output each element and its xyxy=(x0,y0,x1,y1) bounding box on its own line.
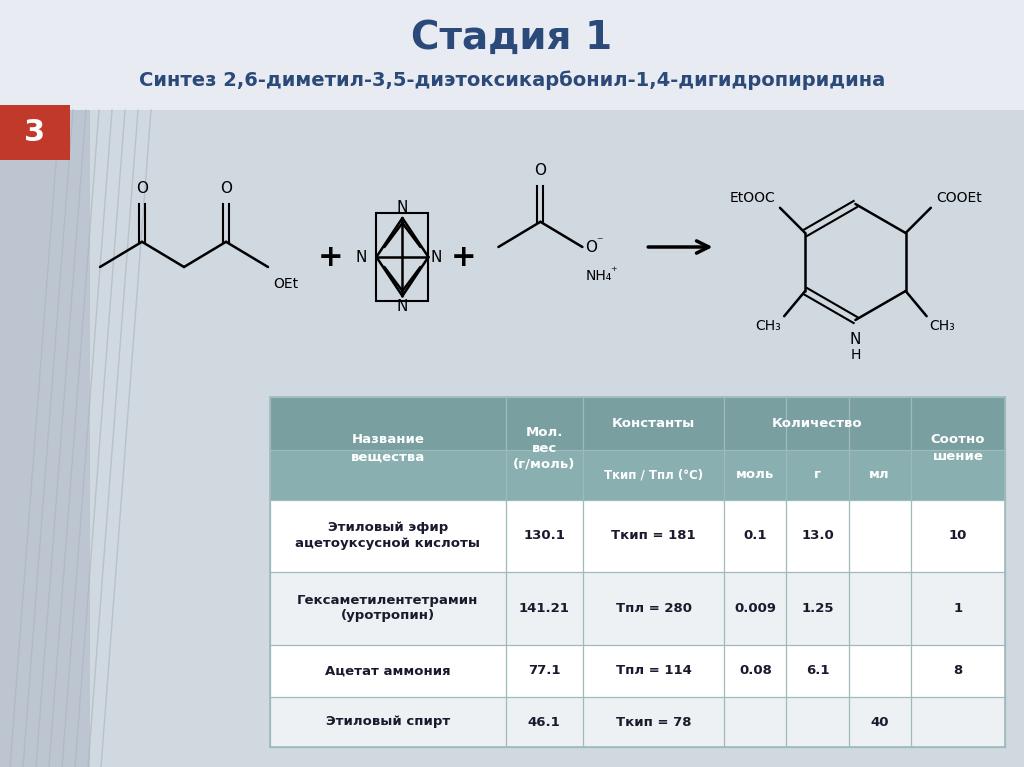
Text: г: г xyxy=(814,468,821,481)
Text: N: N xyxy=(396,200,409,215)
Text: Стадия 1: Стадия 1 xyxy=(412,19,612,57)
Bar xyxy=(270,499,1005,572)
Text: N: N xyxy=(430,249,441,265)
Text: 130.1: 130.1 xyxy=(523,529,565,542)
Text: 0.009: 0.009 xyxy=(734,602,776,614)
Text: COOEt: COOEt xyxy=(936,191,982,205)
Text: 8: 8 xyxy=(953,664,963,677)
Text: O: O xyxy=(136,181,148,196)
Text: O: O xyxy=(586,239,597,255)
Bar xyxy=(270,449,1005,499)
Text: CH₃: CH₃ xyxy=(930,319,955,333)
Text: Ацетат аммония: Ацетат аммония xyxy=(325,664,451,677)
Text: EtOOC: EtOOC xyxy=(729,191,775,205)
Text: Тпл = 280: Тпл = 280 xyxy=(615,602,691,614)
Text: Тпл = 114: Тпл = 114 xyxy=(615,664,691,677)
Text: +: + xyxy=(318,242,344,272)
Text: Ткип = 181: Ткип = 181 xyxy=(611,529,696,542)
Text: 1: 1 xyxy=(953,602,963,614)
Bar xyxy=(270,397,1005,449)
Text: Название
вещества: Название вещества xyxy=(351,433,425,463)
Text: Синтез 2,6-диметил-3,5-диэтоксикарбонил-1,4-дигидропиридина: Синтез 2,6-диметил-3,5-диэтоксикарбонил-… xyxy=(139,71,885,90)
Bar xyxy=(0,105,70,160)
Text: 0.08: 0.08 xyxy=(739,664,772,677)
Text: мл: мл xyxy=(869,468,890,481)
Bar xyxy=(270,644,1005,697)
Text: NH₄: NH₄ xyxy=(586,269,611,283)
Text: H: H xyxy=(850,348,860,362)
Text: 40: 40 xyxy=(870,716,889,729)
Text: CH₃: CH₃ xyxy=(756,319,781,333)
Text: 6.1: 6.1 xyxy=(806,664,829,677)
Text: Этиловый спирт: Этиловый спирт xyxy=(326,716,450,729)
Text: 13.0: 13.0 xyxy=(801,529,834,542)
Text: +: + xyxy=(451,242,476,272)
Text: ⁺: ⁺ xyxy=(610,265,617,278)
Bar xyxy=(90,110,1024,767)
Bar xyxy=(0,110,90,767)
Text: OEt: OEt xyxy=(273,277,298,291)
Text: Константы: Константы xyxy=(612,416,695,430)
Bar xyxy=(0,0,1024,110)
Text: N: N xyxy=(850,332,861,347)
Text: 46.1: 46.1 xyxy=(528,716,561,729)
Text: 141.21: 141.21 xyxy=(519,602,569,614)
Text: Гексаметилентетрамин
(уротропин): Гексаметилентетрамин (уротропин) xyxy=(297,594,478,623)
Text: 0.1: 0.1 xyxy=(743,529,767,542)
Bar xyxy=(270,572,1005,644)
Bar xyxy=(270,397,1005,747)
Text: моль: моль xyxy=(736,468,774,481)
Text: Этиловый эфир
ацетоуксусной кислоты: Этиловый эфир ацетоуксусной кислоты xyxy=(295,522,480,550)
Text: O: O xyxy=(535,163,547,178)
Text: Мол.
вес
(г/моль): Мол. вес (г/моль) xyxy=(513,426,575,471)
Text: O: O xyxy=(220,181,232,196)
Text: Ткип = 78: Ткип = 78 xyxy=(615,716,691,729)
Text: 77.1: 77.1 xyxy=(528,664,560,677)
Text: Соотно
шение: Соотно шение xyxy=(931,433,985,463)
Text: 3: 3 xyxy=(25,118,45,147)
Text: 1.25: 1.25 xyxy=(801,602,834,614)
Text: N: N xyxy=(396,299,409,314)
Text: N: N xyxy=(355,249,367,265)
Text: 10: 10 xyxy=(948,529,967,542)
Bar xyxy=(270,697,1005,747)
Text: ⁻: ⁻ xyxy=(596,235,603,249)
Text: Количество: Количество xyxy=(772,416,863,430)
Text: Ткип / Тпл (°C): Ткип / Тпл (°C) xyxy=(604,468,703,481)
